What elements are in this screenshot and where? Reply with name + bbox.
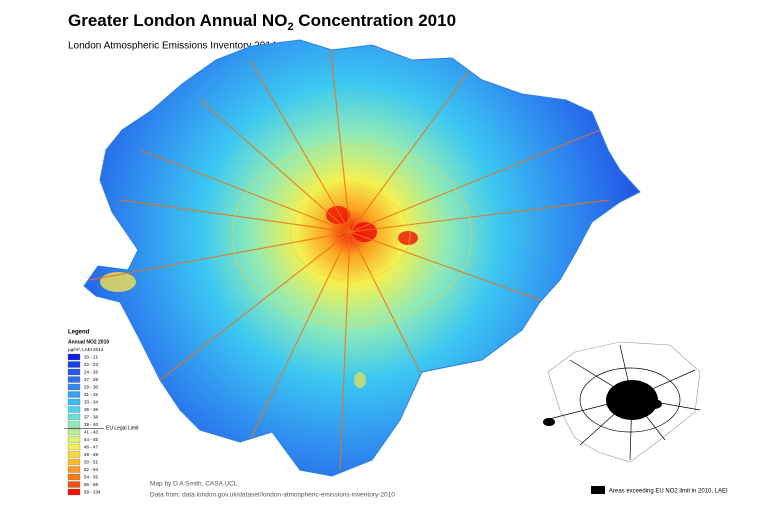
legend-label: 22 - 23 <box>84 362 99 367</box>
legend-swatch <box>67 443 81 451</box>
legend-label: 20 - 21 <box>84 354 99 359</box>
legend-swatch <box>67 451 81 458</box>
legend-swatch <box>67 458 81 466</box>
legend-swatch <box>67 353 81 361</box>
legend-label: 48 - 49 <box>84 452 99 457</box>
legend-title: Legend <box>68 330 90 336</box>
legend-swatch <box>67 368 81 376</box>
legend-swatch <box>67 436 81 443</box>
legend-swatch <box>67 398 81 406</box>
concentration-map <box>84 40 640 476</box>
legend-label: 35 - 36 <box>84 407 99 412</box>
legend-label: 46 - 47 <box>84 444 99 449</box>
legend-label: 50 - 51 <box>84 459 99 464</box>
legend-label: 39 - 40 <box>84 422 99 427</box>
legend-label: 24 - 26 <box>84 369 99 374</box>
legend-label: 31 - 32 <box>84 392 99 397</box>
legend-label: 52 - 53 <box>84 467 99 472</box>
legend-swatch <box>67 406 81 413</box>
legend-swatch <box>67 383 81 391</box>
legend-label: 59 - 234 <box>84 489 101 494</box>
credit: Data from: data.london.gov.uk/dataset/lo… <box>150 492 395 499</box>
inset-caption: Areas exceeding EU NO2 limit in 2010, LA… <box>609 489 728 495</box>
legend: Legend Annual NO2 2010 µg/m³, LAEI 2014 … <box>64 330 139 496</box>
legend-label: 44 - 45 <box>84 437 99 442</box>
legend-label: 37 - 38 <box>84 414 99 419</box>
legend-swatch <box>67 473 81 481</box>
legend-label: 33 - 34 <box>84 399 99 404</box>
legend-label: 29 - 30 <box>84 384 99 389</box>
legend-label: 54 - 55 <box>84 474 99 479</box>
legend-swatch <box>67 376 81 383</box>
limit-label: EU Legal Limit <box>106 426 139 432</box>
credit: Map by D A Smith, CASA UCL. <box>150 481 239 488</box>
title: Greater London Annual NO2 Concentration … <box>68 11 456 32</box>
legend-units: µg/m³, LAEI 2014 <box>68 347 104 352</box>
legend-swatch <box>67 428 81 436</box>
legend-label: 27 - 28 <box>84 377 99 382</box>
legend-swatch <box>67 391 81 398</box>
legend-swatch <box>67 361 81 368</box>
inset-map: Areas exceeding EU NO2 limit in 2010, LA… <box>543 341 728 495</box>
legend-label: 56 - 58 <box>84 482 99 487</box>
legend-swatch <box>67 481 81 488</box>
legend-swatch <box>67 421 81 428</box>
legend-swatch <box>67 466 81 473</box>
legend-swatch <box>67 413 81 421</box>
subtitle: London Atmospheric Emissions Inventory 2… <box>68 41 277 52</box>
legend-swatch <box>67 488 81 496</box>
legend-label: 41 - 43 <box>84 429 99 434</box>
legend-heading: Annual NO2 2010 <box>68 339 109 345</box>
